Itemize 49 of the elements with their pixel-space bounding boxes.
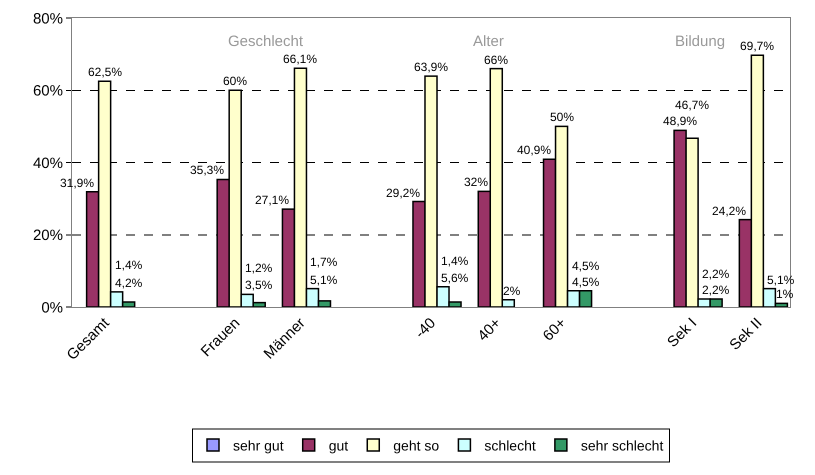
data-label: 1% <box>776 287 794 301</box>
x-tick-label: Sek II <box>726 314 766 354</box>
data-label: 60% <box>223 74 248 88</box>
data-label: 40,9% <box>517 143 552 157</box>
annotation: Bildung <box>675 33 726 50</box>
legend-label: schlecht <box>484 437 536 454</box>
data-label: 69,7% <box>740 39 774 53</box>
legend-label: geht so <box>393 437 440 454</box>
data-label: 50% <box>550 110 574 124</box>
legend-label: sehr schlecht <box>580 437 664 454</box>
data-label: 5,6% <box>441 271 469 285</box>
data-label: 1,2% <box>245 261 273 275</box>
data-label: 5,1% <box>310 273 338 287</box>
data-label: 63,9% <box>414 60 448 74</box>
data-label: 1,4% <box>441 254 469 268</box>
data-label: 2% <box>503 284 521 298</box>
data-label: 4,5% <box>572 259 600 273</box>
legend-label: sehr gut <box>233 437 284 454</box>
data-label: 1,4% <box>115 258 143 272</box>
data-label: 24,2% <box>712 204 746 218</box>
y-tick-label: 20% <box>32 227 63 244</box>
data-label: 31,9% <box>60 176 94 190</box>
data-label: 4,5% <box>572 275 600 289</box>
annotation: Geschlecht <box>228 33 304 50</box>
y-tick-label: 40% <box>32 154 63 172</box>
x-tick-label: 60+ <box>540 314 570 345</box>
data-label: 2,2% <box>702 267 730 281</box>
data-label: 29,2% <box>386 186 420 200</box>
data-label: 48,9% <box>663 114 698 128</box>
x-tick-label: 40+ <box>474 314 505 345</box>
y-tick-label: 0% <box>41 299 63 316</box>
data-label: 3,5% <box>245 278 273 292</box>
data-label: 2,2% <box>702 283 730 297</box>
y-tick-label: 80% <box>32 10 63 28</box>
data-label: 66% <box>484 53 508 67</box>
data-label: 46,7% <box>675 98 710 112</box>
annotation: Alter <box>473 33 504 50</box>
data-label: 4,2% <box>115 276 143 290</box>
x-tick-label: -40 <box>412 314 440 342</box>
legend-label: gut <box>328 437 348 454</box>
data-label: 27,1% <box>255 193 290 207</box>
data-label: 62,5% <box>88 65 122 79</box>
data-label: 66,1% <box>283 52 318 66</box>
y-tick-label: 60% <box>32 82 63 100</box>
data-label: 1,7% <box>310 255 338 269</box>
x-tick-label: Sek I <box>664 314 700 351</box>
data-label: 35,3% <box>190 163 224 177</box>
data-label: 32% <box>464 175 488 189</box>
data-label: 5,1% <box>767 273 795 287</box>
